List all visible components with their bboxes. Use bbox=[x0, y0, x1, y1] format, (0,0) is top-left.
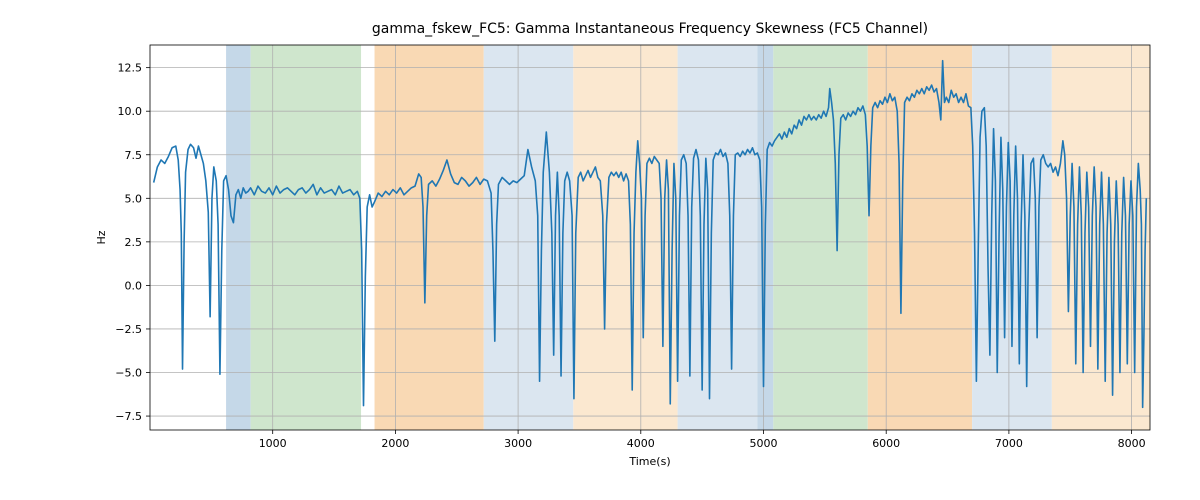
x-axis-label: Time(s) bbox=[628, 455, 670, 468]
chart-title: gamma_fskew_FC5: Gamma Instantaneous Fre… bbox=[372, 21, 928, 37]
y-tick-label: −2.5 bbox=[115, 323, 142, 336]
y-tick-label: 0.0 bbox=[125, 279, 143, 292]
y-tick-label: −7.5 bbox=[115, 410, 142, 423]
y-tick-label: 10.0 bbox=[118, 105, 143, 118]
x-tick-label: 8000 bbox=[1118, 437, 1146, 450]
y-tick-label: 12.5 bbox=[118, 62, 143, 75]
x-tick-label: 5000 bbox=[749, 437, 777, 450]
plot-area bbox=[150, 45, 1150, 430]
x-tick-label: 3000 bbox=[504, 437, 532, 450]
chart-container: 1000 2000 3000 4000 5000 6000 7000 8000 −7.5 −5.0… bbox=[0, 0, 1200, 500]
y-axis-label: Hz bbox=[95, 230, 108, 244]
y-tick-label: 2.5 bbox=[125, 236, 143, 249]
x-tick-label: 4000 bbox=[627, 437, 655, 450]
y-tick-label: 7.5 bbox=[125, 149, 143, 162]
x-tick-label: 1000 bbox=[259, 437, 287, 450]
y-tick-label: 5.0 bbox=[125, 192, 143, 205]
y-tick-label: −5.0 bbox=[115, 367, 142, 380]
x-tick-label: 7000 bbox=[995, 437, 1023, 450]
x-tick-label: 6000 bbox=[872, 437, 900, 450]
chart-svg: 1000 2000 3000 4000 5000 6000 7000 8000 −7.5 −5.0… bbox=[0, 0, 1200, 500]
x-tick-label: 2000 bbox=[381, 437, 409, 450]
